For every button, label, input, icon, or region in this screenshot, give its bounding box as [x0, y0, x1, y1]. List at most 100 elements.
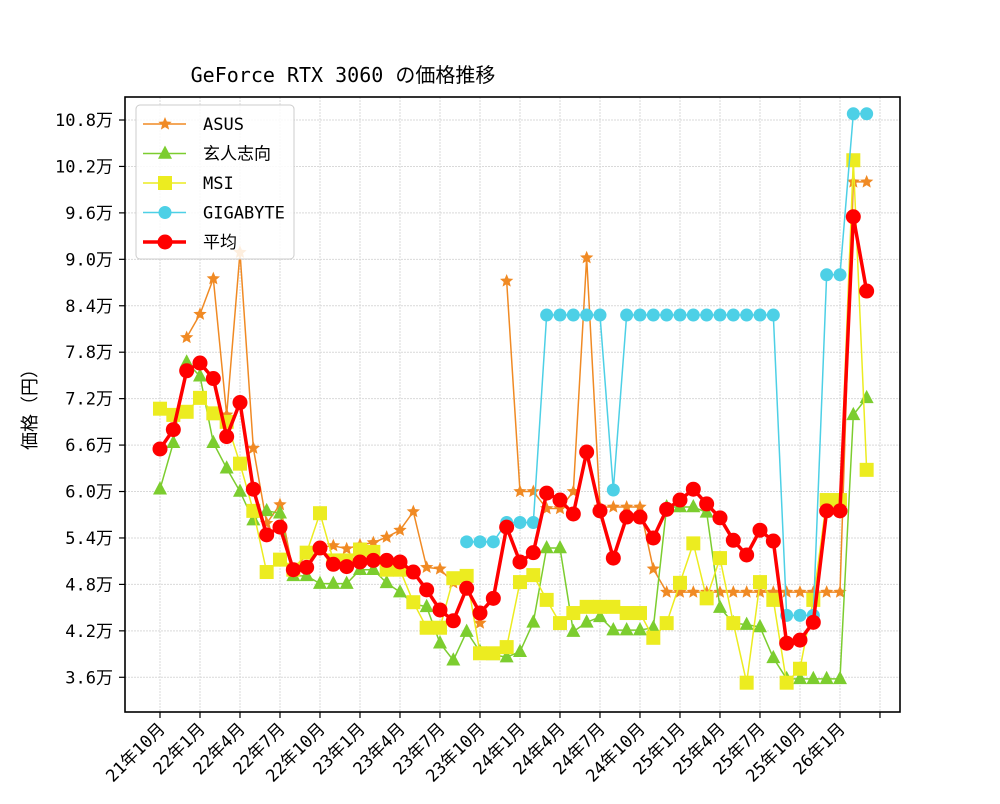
- data-point: [846, 107, 860, 121]
- data-point: [193, 307, 207, 320]
- data-point: [539, 485, 555, 501]
- data-point: [379, 574, 394, 589]
- data-point: [460, 535, 474, 549]
- y-tick-label: 7.8万: [65, 343, 113, 363]
- data-point: [339, 575, 354, 589]
- data-point: [272, 519, 288, 535]
- legend-label: 平均: [203, 233, 237, 253]
- data-point: [752, 522, 768, 538]
- data-point: [579, 444, 595, 460]
- data-point: [779, 635, 795, 651]
- y-tick-label: 10.8万: [55, 111, 113, 131]
- data-point: [832, 670, 847, 685]
- data-point: [553, 308, 567, 322]
- data-point: [379, 552, 395, 568]
- data-point: [499, 640, 514, 655]
- data-point: [500, 273, 514, 287]
- data-point: [606, 599, 621, 614]
- data-point: [259, 527, 275, 543]
- data-point: [632, 606, 647, 621]
- data-point: [232, 456, 247, 471]
- data-point: [499, 649, 514, 663]
- data-point: [726, 616, 741, 631]
- y-tick-label: 10.2万: [55, 157, 113, 177]
- data-point: [792, 670, 807, 685]
- data-point: [380, 530, 394, 543]
- data-point: [566, 308, 580, 322]
- data-point: [819, 493, 834, 508]
- data-point: [206, 434, 221, 449]
- data-point: [393, 523, 407, 536]
- data-point: [419, 620, 434, 635]
- data-point: [446, 571, 461, 586]
- chart-title: GeForce RTX 3060 の価格推移: [191, 63, 496, 87]
- data-point: [206, 406, 221, 421]
- data-point: [392, 554, 408, 570]
- data-point: [339, 559, 355, 575]
- legend-item: MSI: [143, 174, 234, 194]
- y-tick-label: 4.2万: [65, 622, 113, 642]
- data-point: [686, 498, 701, 513]
- legend: ASUS 玄人志向 MSI GIGABYTE 平均: [135, 104, 295, 260]
- data-point: [645, 530, 661, 546]
- data-point: [326, 575, 341, 589]
- data-point: [753, 585, 767, 598]
- data-point: [592, 599, 607, 614]
- data-point: [432, 620, 447, 635]
- series-GIGABYTE: [460, 107, 874, 622]
- data-point: [713, 585, 727, 598]
- data-point: [619, 509, 635, 525]
- data-point: [779, 675, 794, 690]
- data-point: [180, 330, 194, 344]
- data-point: [766, 649, 781, 664]
- data-point: [820, 268, 834, 282]
- data-point: [192, 355, 208, 371]
- data-point: [512, 575, 527, 590]
- data-point: [206, 271, 220, 285]
- data-point: [646, 308, 660, 322]
- data-point: [712, 510, 728, 526]
- data-point: [765, 533, 781, 549]
- data-point: [859, 174, 874, 188]
- data-point: [832, 503, 848, 519]
- y-tick-label: 7.2万: [65, 390, 113, 410]
- data-point: [619, 606, 634, 621]
- data-point: [526, 515, 540, 529]
- data-point: [566, 606, 581, 621]
- data-point: [406, 595, 421, 610]
- data-point: [219, 429, 235, 445]
- data-point: [539, 592, 554, 607]
- data-point: [272, 505, 287, 519]
- data-point: [486, 646, 501, 661]
- data-point: [673, 308, 687, 322]
- data-point: [579, 614, 594, 628]
- data-point: [158, 117, 172, 130]
- data-point: [299, 559, 315, 575]
- data-point: [579, 599, 594, 614]
- data-point: [686, 308, 700, 322]
- data-point: [513, 515, 527, 529]
- series-line: [505, 181, 867, 593]
- data-point: [632, 509, 648, 525]
- data-point: [605, 550, 621, 566]
- data-point: [525, 545, 541, 561]
- data-point: [539, 539, 554, 554]
- data-point: [672, 575, 687, 590]
- data-point: [273, 497, 287, 511]
- data-point: [459, 623, 474, 637]
- data-point: [739, 675, 754, 690]
- y-tick-label: 3.6万: [65, 668, 113, 688]
- data-point: [419, 598, 434, 613]
- legend-item: 玄人志向: [143, 145, 271, 165]
- data-point: [593, 308, 607, 322]
- data-point: [157, 234, 173, 250]
- data-point: [793, 608, 807, 622]
- data-point: [158, 206, 172, 219]
- data-point: [805, 614, 821, 630]
- data-point: [205, 371, 221, 387]
- data-point: [512, 554, 528, 570]
- data-point: [819, 670, 834, 685]
- data-point: [485, 590, 501, 606]
- legend-label: ASUS: [203, 115, 244, 135]
